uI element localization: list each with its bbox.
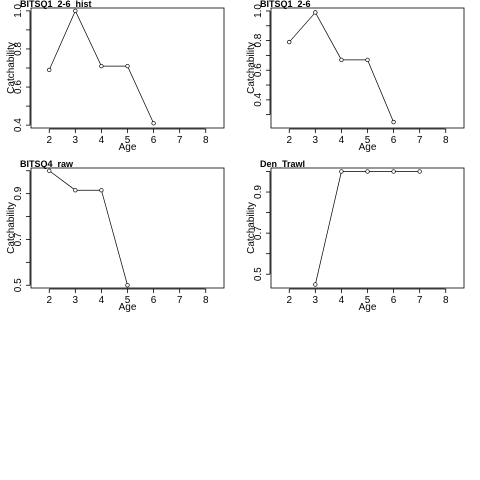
- chart-title: BITSQ4_raw: [20, 159, 74, 169]
- x-axis: 2 3 4 5 6 7 8: [286, 288, 449, 306]
- y-tick-label: 0.6: [253, 63, 264, 77]
- chart-panel-1: BITSQ1_2-6_hist 2 3 4 5 6 7 8 Age 0.4 0.6 0.8 1.0 Cat…: [6, 0, 225, 153]
- data-point: [313, 282, 318, 287]
- y-tick-label: 0.9: [13, 186, 24, 200]
- chart-panel-4: Den_Trawl 2 3 4 5 6 7 8 Age 0.5 0.7 0.9 Catchability: [246, 159, 465, 313]
- y-tick-label: 0.4: [13, 118, 24, 132]
- series-line: [49, 170, 128, 286]
- y-axis-label: Catchability: [246, 42, 257, 94]
- y-tick-label: 0.9: [253, 185, 264, 199]
- x-tick-label: 5: [125, 295, 131, 306]
- y-axis-label: Catchability: [246, 202, 257, 254]
- x-tick-label: 4: [339, 135, 345, 146]
- x-tick-label: 7: [177, 135, 183, 146]
- y-axis: 0.5 0.7 0.9: [253, 171, 271, 281]
- plot-frame: [270, 167, 465, 289]
- data-point: [125, 63, 130, 69]
- x-tick-label: 4: [339, 295, 345, 306]
- x-axis-label: Age: [119, 302, 137, 313]
- x-tick-label: 5: [125, 135, 131, 146]
- data-point: [417, 169, 422, 174]
- y-tick-label: 0.7: [13, 232, 24, 246]
- data-point: [339, 169, 344, 174]
- x-tick-label: 6: [391, 135, 397, 146]
- x-tick-label: 6: [151, 295, 157, 306]
- chart-title: BITSQ1_2-6: [260, 0, 311, 9]
- x-axis-label: Age: [359, 302, 377, 313]
- y-tick-label: 0.8: [253, 33, 264, 47]
- x-tick-label: 7: [177, 295, 183, 306]
- x-tick-label: 8: [203, 295, 209, 306]
- x-tick-label: 3: [73, 135, 79, 146]
- data-point: [339, 57, 344, 63]
- y-tick-label: 0.4: [253, 92, 264, 106]
- x-tick-label: 8: [203, 135, 209, 146]
- y-tick-label: 0.7: [253, 226, 264, 240]
- y-tick-label: 0.8: [13, 42, 24, 56]
- data-point: [73, 8, 78, 14]
- y-tick-label: 1.0: [13, 3, 24, 17]
- plot-frame: [30, 167, 225, 289]
- chart-panel-3: BITSQ4_raw 2 3 4 5 6 7 8 Age 0.5 0.7 0.9 Catchabilit…: [6, 159, 225, 313]
- data-point: [99, 63, 104, 69]
- x-tick-label: 4: [99, 135, 105, 146]
- x-axis-label: Age: [119, 142, 137, 153]
- x-axis: 2 3 4 5 6 7 8: [286, 128, 449, 146]
- y-axis: 0.4 0.6 0.8 1.0: [13, 3, 31, 132]
- x-tick-label: 2: [286, 295, 292, 306]
- data-point: [313, 10, 318, 15]
- x-tick-label: 6: [391, 295, 397, 306]
- x-tick-label: 5: [365, 135, 371, 146]
- data-point: [287, 39, 292, 45]
- x-tick-label: 8: [443, 295, 449, 306]
- x-tick-label: 4: [99, 295, 105, 306]
- y-tick-label: 0.5: [253, 267, 264, 281]
- data-point: [365, 169, 370, 174]
- data-point: [391, 169, 396, 174]
- x-tick-label: 7: [417, 135, 423, 146]
- y-tick-label: 0.5: [13, 278, 24, 292]
- series-line: [288, 11, 394, 123]
- x-axis: 2 3 4 5 6 7 8: [46, 288, 209, 306]
- data-point: [47, 168, 52, 173]
- x-tick-label: 3: [73, 295, 79, 306]
- plot-frame: [30, 7, 225, 129]
- x-tick-label: 7: [417, 295, 423, 306]
- chart-panel-2: BITSQ1_2-6 2 3 4 5 6 7 8 Age 0.4 0.6 0.8 1.0 Catchabi…: [246, 0, 465, 153]
- y-axis-label: Catchability: [6, 42, 17, 94]
- x-tick-label: 2: [46, 135, 52, 146]
- data-point: [365, 57, 370, 63]
- data-point: [125, 283, 130, 288]
- x-tick-label: 2: [286, 135, 292, 146]
- y-tick-label: 1.0: [253, 4, 264, 18]
- x-tick-label: 5: [365, 295, 371, 306]
- plot-frame: [270, 7, 465, 129]
- x-tick-label: 3: [313, 135, 319, 146]
- x-tick-label: 2: [46, 295, 52, 306]
- y-tick-label: 0.6: [13, 80, 24, 94]
- x-axis-label: Age: [359, 142, 377, 153]
- data-point: [99, 188, 104, 193]
- y-axis: 0.5 0.7 0.9: [13, 170, 31, 292]
- data-point: [47, 67, 52, 73]
- chart-title: BITSQ1_2-6_hist: [20, 0, 92, 9]
- y-axis: 0.4 0.6 0.8 1.0: [253, 4, 271, 116]
- chart-title: Den_Trawl: [260, 159, 305, 169]
- x-tick-label: 6: [151, 135, 157, 146]
- x-axis: 2 3 4 5 6 7 8: [46, 128, 209, 146]
- y-axis-label: Catchability: [6, 202, 17, 254]
- data-point: [391, 119, 396, 125]
- data-point: [151, 121, 156, 126]
- x-tick-label: 8: [443, 135, 449, 146]
- data-point: [73, 188, 78, 193]
- x-tick-label: 3: [313, 295, 319, 306]
- series-line: [314, 171, 420, 285]
